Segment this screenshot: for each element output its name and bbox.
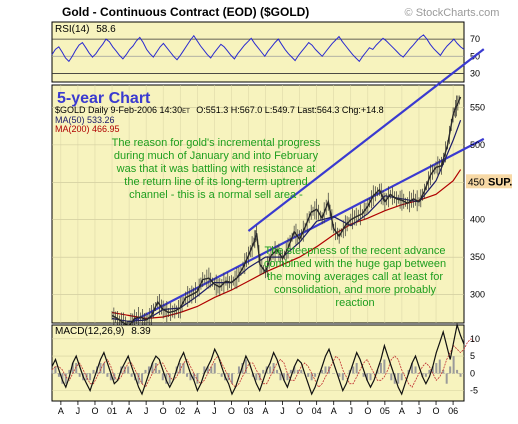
annotation-line: combined with the huge gap between	[264, 258, 446, 270]
x-tick-label: A	[194, 406, 200, 416]
x-tick-label: O	[296, 406, 303, 416]
x-tick-label: J	[212, 406, 217, 416]
x-tick-label: 05	[380, 406, 390, 416]
x-tick-label: 01	[107, 406, 117, 416]
price-line	[111, 96, 462, 327]
annotation-line: the return line of its long-term uptrend	[124, 176, 307, 188]
x-tick-label: 02	[175, 406, 185, 416]
ma200-line	[111, 169, 462, 320]
annotation-line: during much of January and into February	[114, 150, 319, 162]
x-tick-label: A	[262, 406, 268, 416]
ma50-legend: MA(50) 533.26	[55, 115, 115, 125]
x-tick-label: J	[349, 406, 354, 416]
price-axis-ticks: 300 350 400 500 550	[470, 102, 485, 299]
price-tick-label: 350	[470, 252, 485, 262]
macd-signal-line	[51, 338, 475, 388]
channel-lower-line	[131, 137, 485, 323]
price-tick-label: 500	[470, 140, 485, 150]
price-tick-label: 300	[470, 290, 485, 300]
x-tick-label: 04	[312, 406, 322, 416]
x-tick-label: 06	[448, 406, 458, 416]
macd-label: MACD(12,26,9) 8.39	[55, 326, 151, 337]
x-tick-label: O	[160, 406, 167, 416]
ma200-legend: MA(200) 466.95	[55, 124, 120, 134]
channel-upper-line	[247, 48, 485, 232]
sup-label: SUP.	[488, 176, 512, 188]
macd-tick-label: -5	[470, 386, 478, 396]
sup-box	[466, 174, 512, 189]
macd-axis-ticks: 10 5 0 -5	[470, 334, 480, 396]
x-tick-label: J	[144, 406, 149, 416]
macd-tick-label: 10	[470, 334, 480, 344]
rsi-tick-label: 70	[470, 34, 480, 44]
annotation-consolidation: The steepness of the recent advance combi…	[264, 245, 446, 309]
x-tick-label: J	[280, 406, 285, 416]
annotation-line: the moving averages call at least for	[267, 271, 443, 283]
x-tick-label: O	[91, 406, 98, 416]
x-tick-label: O	[433, 406, 440, 416]
macd-tick-label: 5	[470, 351, 475, 361]
annotation-line: channel - this is a normal sell area -	[129, 189, 303, 201]
x-tick-label: A	[126, 406, 132, 416]
chart-title: Gold - Continuous Contract (EOD) ($GOLD)	[62, 5, 309, 19]
chart-label: 5-year Chart	[57, 90, 151, 107]
x-tick-label: O	[228, 406, 235, 416]
x-tick-label: J	[417, 406, 422, 416]
annotation-line: was that it was battling with resistance…	[116, 163, 316, 175]
x-tick-label: 03	[243, 406, 253, 416]
rsi-label: RSI(14) 58.6	[55, 24, 116, 35]
x-tick-label: A	[399, 406, 405, 416]
rsi-line	[51, 34, 465, 63]
x-tick-label: O	[364, 406, 371, 416]
header-line: $GOLD Daily 9-Feb-2006 14:30ET O:551.3 H…	[55, 105, 384, 115]
annotation-line: reaction	[335, 297, 374, 309]
macd-line	[51, 322, 465, 396]
macd-tick-label: 0	[470, 368, 475, 378]
annotation-resistance: The reason for gold's incremental progre…	[112, 137, 321, 201]
annotation-line: The reason for gold's incremental progre…	[112, 137, 321, 149]
annotation-line: The steepness of the recent advance	[264, 245, 445, 257]
price-tick-label: 550	[470, 102, 485, 112]
annotation-line: consolidation, and more probably	[274, 284, 437, 296]
x-tick-label: A	[331, 406, 337, 416]
price-tick-label: 400	[470, 215, 485, 225]
x-tick-label: A	[58, 406, 64, 416]
x-tick-label: J	[76, 406, 81, 416]
rsi-tick-label: 30	[470, 68, 480, 78]
x-axis: A J O 01 A J O 02 A J O 03 A J O 04 A J O 05 A J O 06	[58, 401, 458, 416]
sup-value: 450	[468, 177, 485, 188]
watermark: © StockCharts.com	[405, 7, 500, 19]
rsi-panel	[51, 21, 465, 83]
price-panel	[51, 84, 465, 324]
price-bars	[111, 95, 460, 334]
